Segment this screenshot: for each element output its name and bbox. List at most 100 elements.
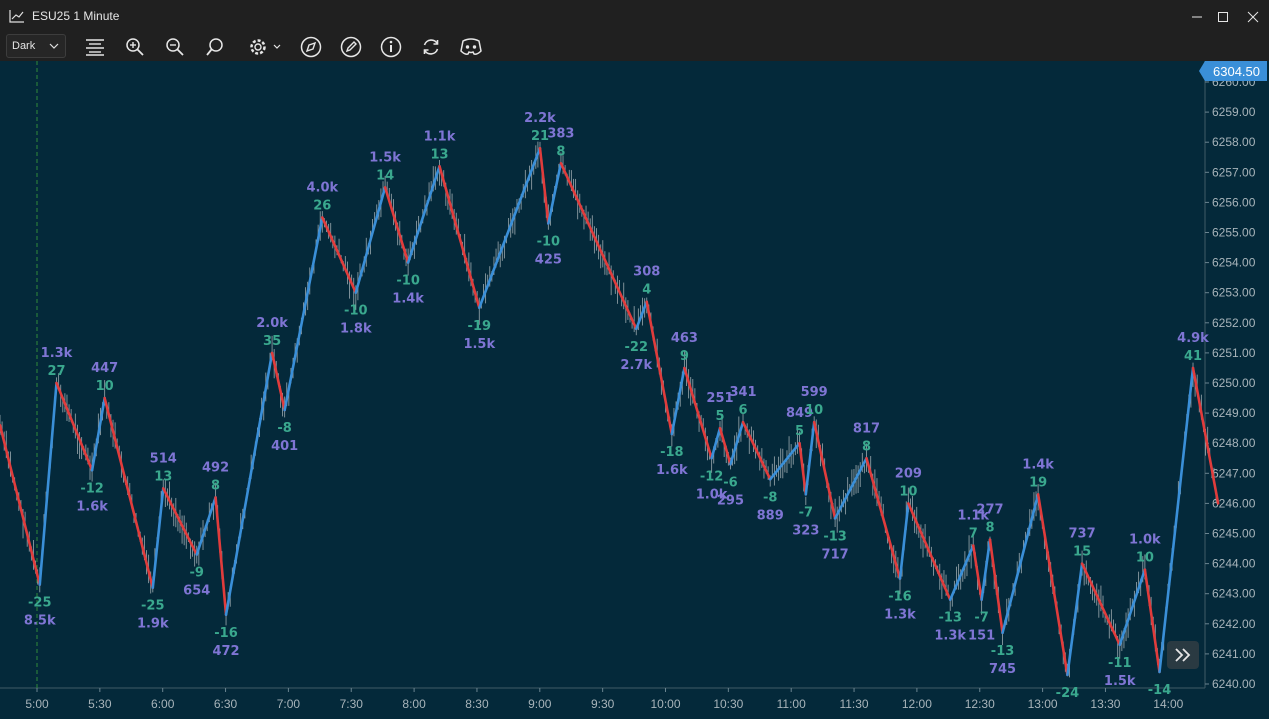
zigzag-up-leg xyxy=(634,300,649,331)
theme-select[interactable]: Dark xyxy=(6,34,66,58)
price-chart[interactable]: 6260.006259.006258.006257.006256.006255.… xyxy=(0,61,1269,719)
pivot-volume-label: 425 xyxy=(535,252,562,267)
y-tick-label: 6251.00 xyxy=(1212,346,1256,360)
pivot-delta-label: -13 xyxy=(991,644,1015,659)
compass-button[interactable] xyxy=(299,35,323,59)
pivot-delta-label: 10 xyxy=(96,379,114,394)
y-tick-label: 6241.00 xyxy=(1212,647,1256,661)
zoom-in-button[interactable] xyxy=(123,35,147,59)
zigzag-up-leg xyxy=(406,164,441,264)
search-icon xyxy=(206,38,223,56)
pivot-volume-label: 1.5k xyxy=(1104,674,1136,689)
zigzag-down-leg xyxy=(812,420,837,520)
zigzag-up-leg xyxy=(283,216,324,412)
zoom-out-button[interactable] xyxy=(163,35,187,59)
window-title: ESU25 1 Minute xyxy=(32,9,120,23)
pivot-delta-label: -19 xyxy=(468,319,492,334)
pivot-delta-label: 13 xyxy=(154,469,172,484)
y-axis-panel xyxy=(1205,61,1269,719)
discord-icon xyxy=(460,38,482,55)
pivot-volume-label: 277 xyxy=(976,503,1003,518)
zigzag-down-leg xyxy=(559,161,638,331)
pivot-delta-label: -10 xyxy=(344,304,368,319)
pivot-delta-label: 8 xyxy=(556,144,565,159)
y-tick-label: 6258.00 xyxy=(1212,135,1256,149)
zigzag-down-leg xyxy=(645,300,674,436)
chevron-down-icon xyxy=(49,43,59,49)
x-tick-label: 9:30 xyxy=(591,697,615,711)
pivot-volume-label: 654 xyxy=(183,584,210,599)
pivot-volume-label: 2.2k xyxy=(524,111,556,126)
pivot-volume-label: 295 xyxy=(717,493,744,508)
pen-icon xyxy=(340,36,362,58)
pivot-delta-label: 21 xyxy=(531,129,549,144)
pivot-delta-label: -18 xyxy=(660,445,684,460)
pivot-volume-label: 737 xyxy=(1069,527,1096,542)
pivot-delta-label: 9 xyxy=(680,349,689,364)
zigzag-down-leg xyxy=(321,216,358,294)
pivot-delta-label: 10 xyxy=(899,484,917,499)
format-button[interactable] xyxy=(83,35,107,59)
zigzag-down-leg xyxy=(1036,493,1069,677)
y-tick-label: 6242.00 xyxy=(1212,617,1256,631)
expand-button[interactable] xyxy=(1167,641,1199,669)
x-tick-label: 14:00 xyxy=(1153,697,1183,711)
zigzag-up-leg xyxy=(670,366,686,436)
pivot-delta-label: 10 xyxy=(805,403,823,418)
pivot-volume-label: 1.3k xyxy=(884,608,916,623)
zigzag-up-leg xyxy=(833,456,868,520)
zigzag-up-leg xyxy=(980,538,992,602)
y-tick-label: 6248.00 xyxy=(1212,436,1256,450)
zigzag-up-leg xyxy=(547,161,563,225)
y-tick-label: 6256.00 xyxy=(1212,195,1256,209)
pivot-volume-label: 323 xyxy=(792,523,819,538)
y-tick-label: 6254.00 xyxy=(1212,256,1256,270)
y-tick-label: 6250.00 xyxy=(1212,376,1256,390)
pivot-delta-label: -7 xyxy=(974,611,988,626)
y-tick-label: 6243.00 xyxy=(1212,587,1256,601)
pen-button[interactable] xyxy=(339,35,363,59)
x-tick-label: 11:00 xyxy=(777,697,806,711)
pivot-delta-label: 5 xyxy=(795,424,804,439)
x-tick-label: 11:30 xyxy=(839,697,868,711)
pivot-delta-label: -14 xyxy=(1148,683,1172,698)
chart-area[interactable]: 6260.00 6259.00 6258.00 6257.00 6256.00 6255.… xyxy=(0,61,1269,719)
format-icon xyxy=(86,39,104,56)
x-tick-label: 5:00 xyxy=(25,697,49,711)
zigzag-up-leg xyxy=(1001,493,1040,635)
pivot-volume-label: 599 xyxy=(801,385,828,400)
zigzag-up-leg xyxy=(151,487,165,589)
x-tick-label: 6:30 xyxy=(214,697,238,711)
zigzag-down-leg xyxy=(214,496,228,617)
settings-button[interactable] xyxy=(245,35,283,59)
x-tick-label: 12:00 xyxy=(902,697,932,711)
refresh-button[interactable] xyxy=(419,35,443,59)
pivot-volume-label: 151 xyxy=(968,629,995,644)
pivot-volume-label: 383 xyxy=(547,126,574,141)
pivot-volume-label: 2.0k xyxy=(256,316,288,331)
pivot-delta-label: -7 xyxy=(799,505,813,520)
x-tick-label: 6:00 xyxy=(151,697,175,711)
maximize-icon xyxy=(1218,12,1228,22)
close-button[interactable] xyxy=(1242,6,1264,28)
zigzag-down-leg xyxy=(438,164,481,310)
x-tick-label: 7:30 xyxy=(340,697,364,711)
pivot-volume-label: 251 xyxy=(706,391,733,406)
info-button[interactable] xyxy=(379,35,403,59)
search-button[interactable] xyxy=(203,35,227,59)
zigzag-down-leg xyxy=(741,420,772,481)
discord-button[interactable] xyxy=(459,35,483,59)
pivot-volume-label: 1.4k xyxy=(392,292,424,307)
minimize-button[interactable] xyxy=(1186,6,1208,28)
pivot-delta-label: 5 xyxy=(715,409,724,424)
pivot-volume-label: 472 xyxy=(212,644,239,659)
pivot-delta-label: -10 xyxy=(396,274,420,289)
zigzag-down-leg xyxy=(103,396,155,589)
x-tick-label: 9:00 xyxy=(528,697,552,711)
maximize-button[interactable] xyxy=(1212,6,1234,28)
pivot-volume-label: 8.5k xyxy=(24,614,56,629)
pivot-delta-label: 8 xyxy=(211,478,220,493)
pivot-volume-label: 447 xyxy=(91,361,118,376)
info-icon xyxy=(380,36,402,58)
y-tick-label: 6253.00 xyxy=(1212,286,1256,300)
